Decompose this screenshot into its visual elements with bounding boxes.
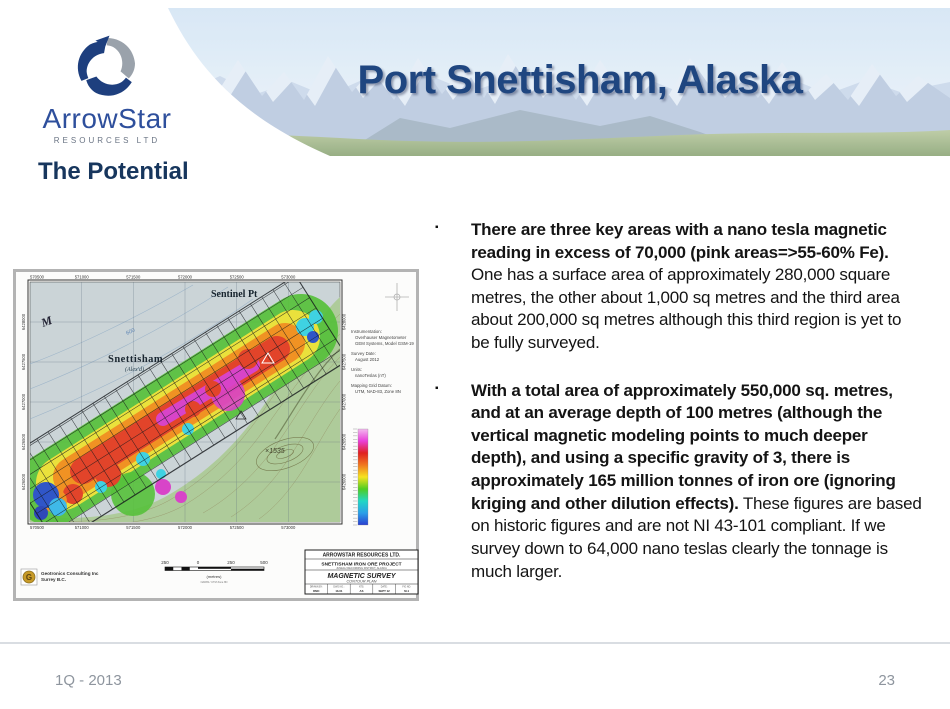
svg-text:6426500: 6426500 bbox=[21, 433, 26, 450]
bullet-list: ▪ There are three key areas with a nano … bbox=[428, 202, 922, 608]
svg-text:CONTOUR PLAN: CONTOUR PLAN bbox=[346, 580, 376, 584]
svg-text:500: 500 bbox=[260, 560, 268, 565]
svg-text:571000: 571000 bbox=[75, 525, 90, 530]
bullet1-regular-text: One has a surface area of approximately … bbox=[471, 265, 902, 353]
map-scale-bar: 250 0 250 500 (metres) NAD83 / UTM Zone … bbox=[161, 560, 268, 584]
bullet-marker-icon: ▪ bbox=[435, 222, 439, 233]
mountain-photo bbox=[0, 8, 950, 156]
svg-text:NAD83 / UTM Zone 8N: NAD83 / UTM Zone 8N bbox=[201, 580, 228, 584]
svg-text:JUNEAU RECORDING DISTRICT, ALA: JUNEAU RECORDING DISTRICT, ALASKA bbox=[336, 566, 387, 570]
map-credit: G Geotronics Consulting Inc Surrey B.C. bbox=[20, 568, 99, 586]
bullet1-bold-text: There are three key areas with a nano te… bbox=[471, 220, 889, 262]
svg-text:nanoTeslas (nT): nanoTeslas (nT) bbox=[355, 373, 386, 378]
map-coordinates: 570500 571000 571500 572000 572500 57300… bbox=[21, 275, 347, 531]
svg-text:SNETTISHAM IRON ORE PROJECT: SNETTISHAM IRON ORE PROJECT bbox=[321, 562, 401, 568]
svg-text:NTS:: NTS: bbox=[359, 587, 365, 589]
svg-text:572500: 572500 bbox=[230, 275, 245, 280]
map-notes: Instrumentation: Overhauser Magnetometer… bbox=[351, 329, 414, 394]
svg-text:250: 250 bbox=[161, 560, 169, 565]
map-label-600: 600 bbox=[125, 327, 136, 336]
map-label-peak: ×1535 bbox=[265, 448, 285, 455]
map-label-sentinel: Sentinel Pt bbox=[211, 289, 258, 300]
footer-divider bbox=[0, 642, 950, 644]
svg-text:DATE:: DATE: bbox=[381, 586, 388, 589]
north-arrow-icon bbox=[385, 283, 409, 311]
svg-text:571000: 571000 bbox=[75, 275, 90, 280]
company-logo: ArrowStar RESOURCES LTD bbox=[18, 34, 196, 145]
svg-text:Units:: Units: bbox=[351, 367, 362, 372]
svg-text:570500: 570500 bbox=[30, 525, 45, 530]
svg-text:13-01: 13-01 bbox=[335, 589, 343, 593]
svg-text:Instrumentation:: Instrumentation: bbox=[351, 329, 382, 334]
logo-subtext: RESOURCES LTD bbox=[53, 136, 161, 145]
legend-ticks bbox=[353, 428, 358, 526]
svg-text:DRAWN BY:: DRAWN BY: bbox=[310, 586, 323, 589]
svg-text:UTM, NAD-83, Zone 8N: UTM, NAD-83, Zone 8N bbox=[355, 389, 401, 394]
svg-text:Survey Date:: Survey Date: bbox=[351, 351, 376, 356]
credit-logo-icon: G bbox=[26, 573, 32, 582]
map-label-snettisham: Snettisham bbox=[108, 354, 163, 365]
white-curve-overlay bbox=[0, 8, 330, 156]
page-number: 23 bbox=[878, 672, 895, 689]
logo-name: ArrowStar bbox=[42, 103, 172, 134]
svg-text:M-1: M-1 bbox=[404, 589, 409, 593]
svg-text:572000: 572000 bbox=[178, 525, 193, 530]
svg-text:Mapping Grid Datum:: Mapping Grid Datum: bbox=[351, 383, 392, 388]
svg-text:Geotronics Consulting Inc: Geotronics Consulting Inc bbox=[41, 571, 99, 576]
map-label-m: M bbox=[38, 313, 54, 330]
svg-text:August 2012: August 2012 bbox=[355, 357, 380, 362]
svg-text:GEM Systems, Model GSM-19: GEM Systems, Model GSM-19 bbox=[355, 341, 414, 346]
svg-text:6427500: 6427500 bbox=[21, 353, 26, 370]
svg-text:6426500: 6426500 bbox=[342, 433, 347, 450]
svg-text:571500: 571500 bbox=[126, 525, 141, 530]
svg-text:AS: AS bbox=[360, 589, 364, 593]
svg-text:572500: 572500 bbox=[230, 525, 245, 530]
svg-text:SEPT 12: SEPT 12 bbox=[378, 589, 390, 593]
svg-text:0: 0 bbox=[197, 560, 200, 565]
svg-text:573000: 573000 bbox=[281, 275, 296, 280]
svg-text:572000: 572000 bbox=[178, 275, 193, 280]
svg-text:570500: 570500 bbox=[30, 275, 45, 280]
glacier bbox=[360, 110, 730, 143]
bullet-item-2: ▪ With a total area of approximately 550… bbox=[428, 380, 922, 583]
svg-text:FIG NO:: FIG NO: bbox=[402, 587, 411, 589]
svg-text:573000: 573000 bbox=[281, 525, 296, 530]
svg-text:Overhauser Magnetometer: Overhauser Magnetometer bbox=[355, 335, 407, 340]
bullet2-regular-text: These figures are based on historic figu… bbox=[471, 493, 922, 581]
map-title-block: ARROWSTAR RESOURCES LTD. SNETTISHAM IRON… bbox=[304, 549, 419, 595]
svg-text:6427500: 6427500 bbox=[342, 353, 347, 370]
survey-line-grid bbox=[30, 282, 340, 522]
svg-text:MAGNETIC SURVEY: MAGNETIC SURVEY bbox=[327, 573, 396, 580]
svg-text:6428000: 6428000 bbox=[21, 313, 26, 330]
svg-text:6428000: 6428000 bbox=[342, 313, 347, 330]
svg-text:250: 250 bbox=[227, 560, 235, 565]
svg-text:ARROWSTAR RESOURCES LTD.: ARROWSTAR RESOURCES LTD. bbox=[323, 553, 401, 559]
peak-contours bbox=[256, 437, 314, 471]
legend-colorbar bbox=[357, 428, 369, 526]
section-heading: The Potential bbox=[38, 158, 189, 185]
footer-date: 1Q - 2013 bbox=[55, 672, 122, 689]
map-label-snettisham-sub: (Alex'd) bbox=[125, 366, 144, 373]
bullet-marker-icon: ▪ bbox=[435, 382, 439, 394]
page-title: Port Snettisham, Alaska bbox=[357, 58, 803, 102]
svg-text:6426000: 6426000 bbox=[21, 473, 26, 490]
bathymetry-contours bbox=[30, 284, 254, 420]
svg-text:6426000: 6426000 bbox=[342, 473, 347, 490]
bullet2-bold-text: With a total area of approximately 550,0… bbox=[471, 380, 896, 513]
logo-swirl-icon bbox=[69, 35, 139, 107]
svg-text:DWG NO.:: DWG NO.: bbox=[333, 587, 344, 589]
land bbox=[30, 297, 340, 522]
bullet-item-1: ▪ There are three key areas with a nano … bbox=[428, 219, 922, 355]
svg-text:Surrey B.C.: Surrey B.C. bbox=[41, 577, 66, 582]
svg-text:6427000: 6427000 bbox=[342, 393, 347, 410]
svg-text:(metres): (metres) bbox=[207, 574, 223, 579]
magnetic-survey-map: Sentinel Pt Snettisham (Alex'd) M 600 ×1… bbox=[13, 269, 419, 601]
svg-text:571500: 571500 bbox=[126, 275, 141, 280]
svg-text:6427000: 6427000 bbox=[21, 393, 26, 410]
svg-text:DMC: DMC bbox=[313, 589, 319, 593]
